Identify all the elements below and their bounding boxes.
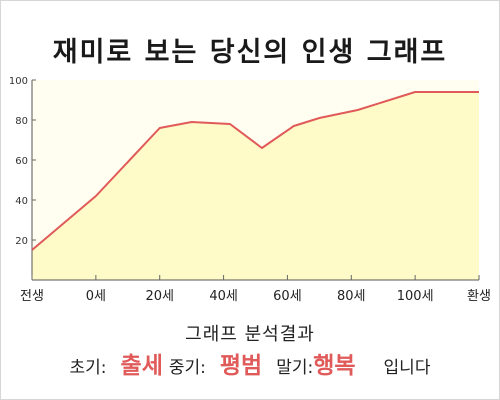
result-ending: 입니다 <box>383 358 431 378</box>
late-value: 행복 <box>313 353 356 379</box>
chart-title: 재미로 보는 당신의 인생 그래프 <box>52 37 448 68</box>
life-line <box>31 91 479 251</box>
x-tick-label: 환생 <box>467 289 491 304</box>
x-tick-label: 100세 <box>397 289 434 304</box>
early-label: 초기: <box>69 358 107 378</box>
result-summary: 초기: 출세 중기: 평범 말기:행복 입니다 <box>0 346 500 380</box>
early-value: 출세 <box>120 353 163 379</box>
result-heading: 그래프 분석결과 <box>185 324 315 345</box>
area-fill <box>32 92 479 280</box>
x-tick-label: 0세 <box>86 289 106 304</box>
x-tick-label: 60세 <box>273 289 302 304</box>
x-tick-label: 40세 <box>209 289 238 304</box>
x-tick-label: 80세 <box>337 289 366 304</box>
mid-label: 중기: <box>168 358 206 378</box>
y-tick-label: 60 <box>15 156 28 167</box>
x-tick-label: 20세 <box>145 289 174 304</box>
y-tick-label: 20 <box>15 236 28 247</box>
x-tick-label: 전생 <box>20 289 44 304</box>
y-tick-label: 100 <box>9 76 28 87</box>
y-tick-label: 80 <box>15 116 28 127</box>
y-tick-label: 40 <box>15 196 28 207</box>
mid-value: 평범 <box>219 353 263 379</box>
late-label: 말기: <box>276 358 314 378</box>
